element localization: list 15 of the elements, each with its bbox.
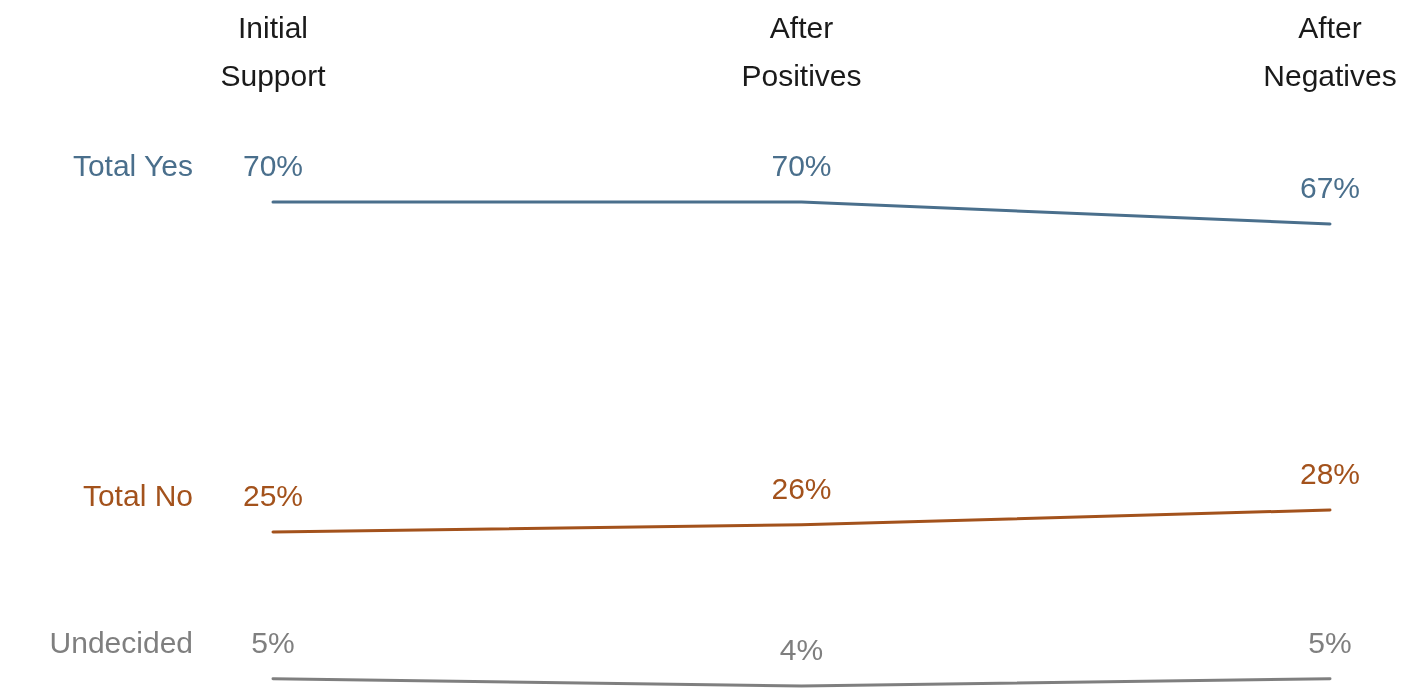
data-label: 5% bbox=[1308, 625, 1352, 659]
data-label: 70% bbox=[242, 149, 304, 182]
data-label: 5% bbox=[251, 625, 295, 659]
data-label: 4% bbox=[779, 633, 824, 666]
data-label: 26% bbox=[771, 471, 832, 505]
text: Total No bbox=[82, 479, 193, 512]
text: Total Yes bbox=[72, 149, 193, 182]
x-tick-label: After Positives bbox=[741, 11, 862, 92]
text: Undecided bbox=[49, 625, 193, 659]
data-label: 25% bbox=[242, 479, 304, 512]
data-label: 67% bbox=[1299, 171, 1361, 204]
data-label: 70% bbox=[771, 149, 832, 182]
x-tick-label: Initial Support bbox=[220, 11, 327, 92]
data-label: 28% bbox=[1299, 457, 1361, 490]
x-tick-label: After Negatives bbox=[1263, 11, 1397, 92]
